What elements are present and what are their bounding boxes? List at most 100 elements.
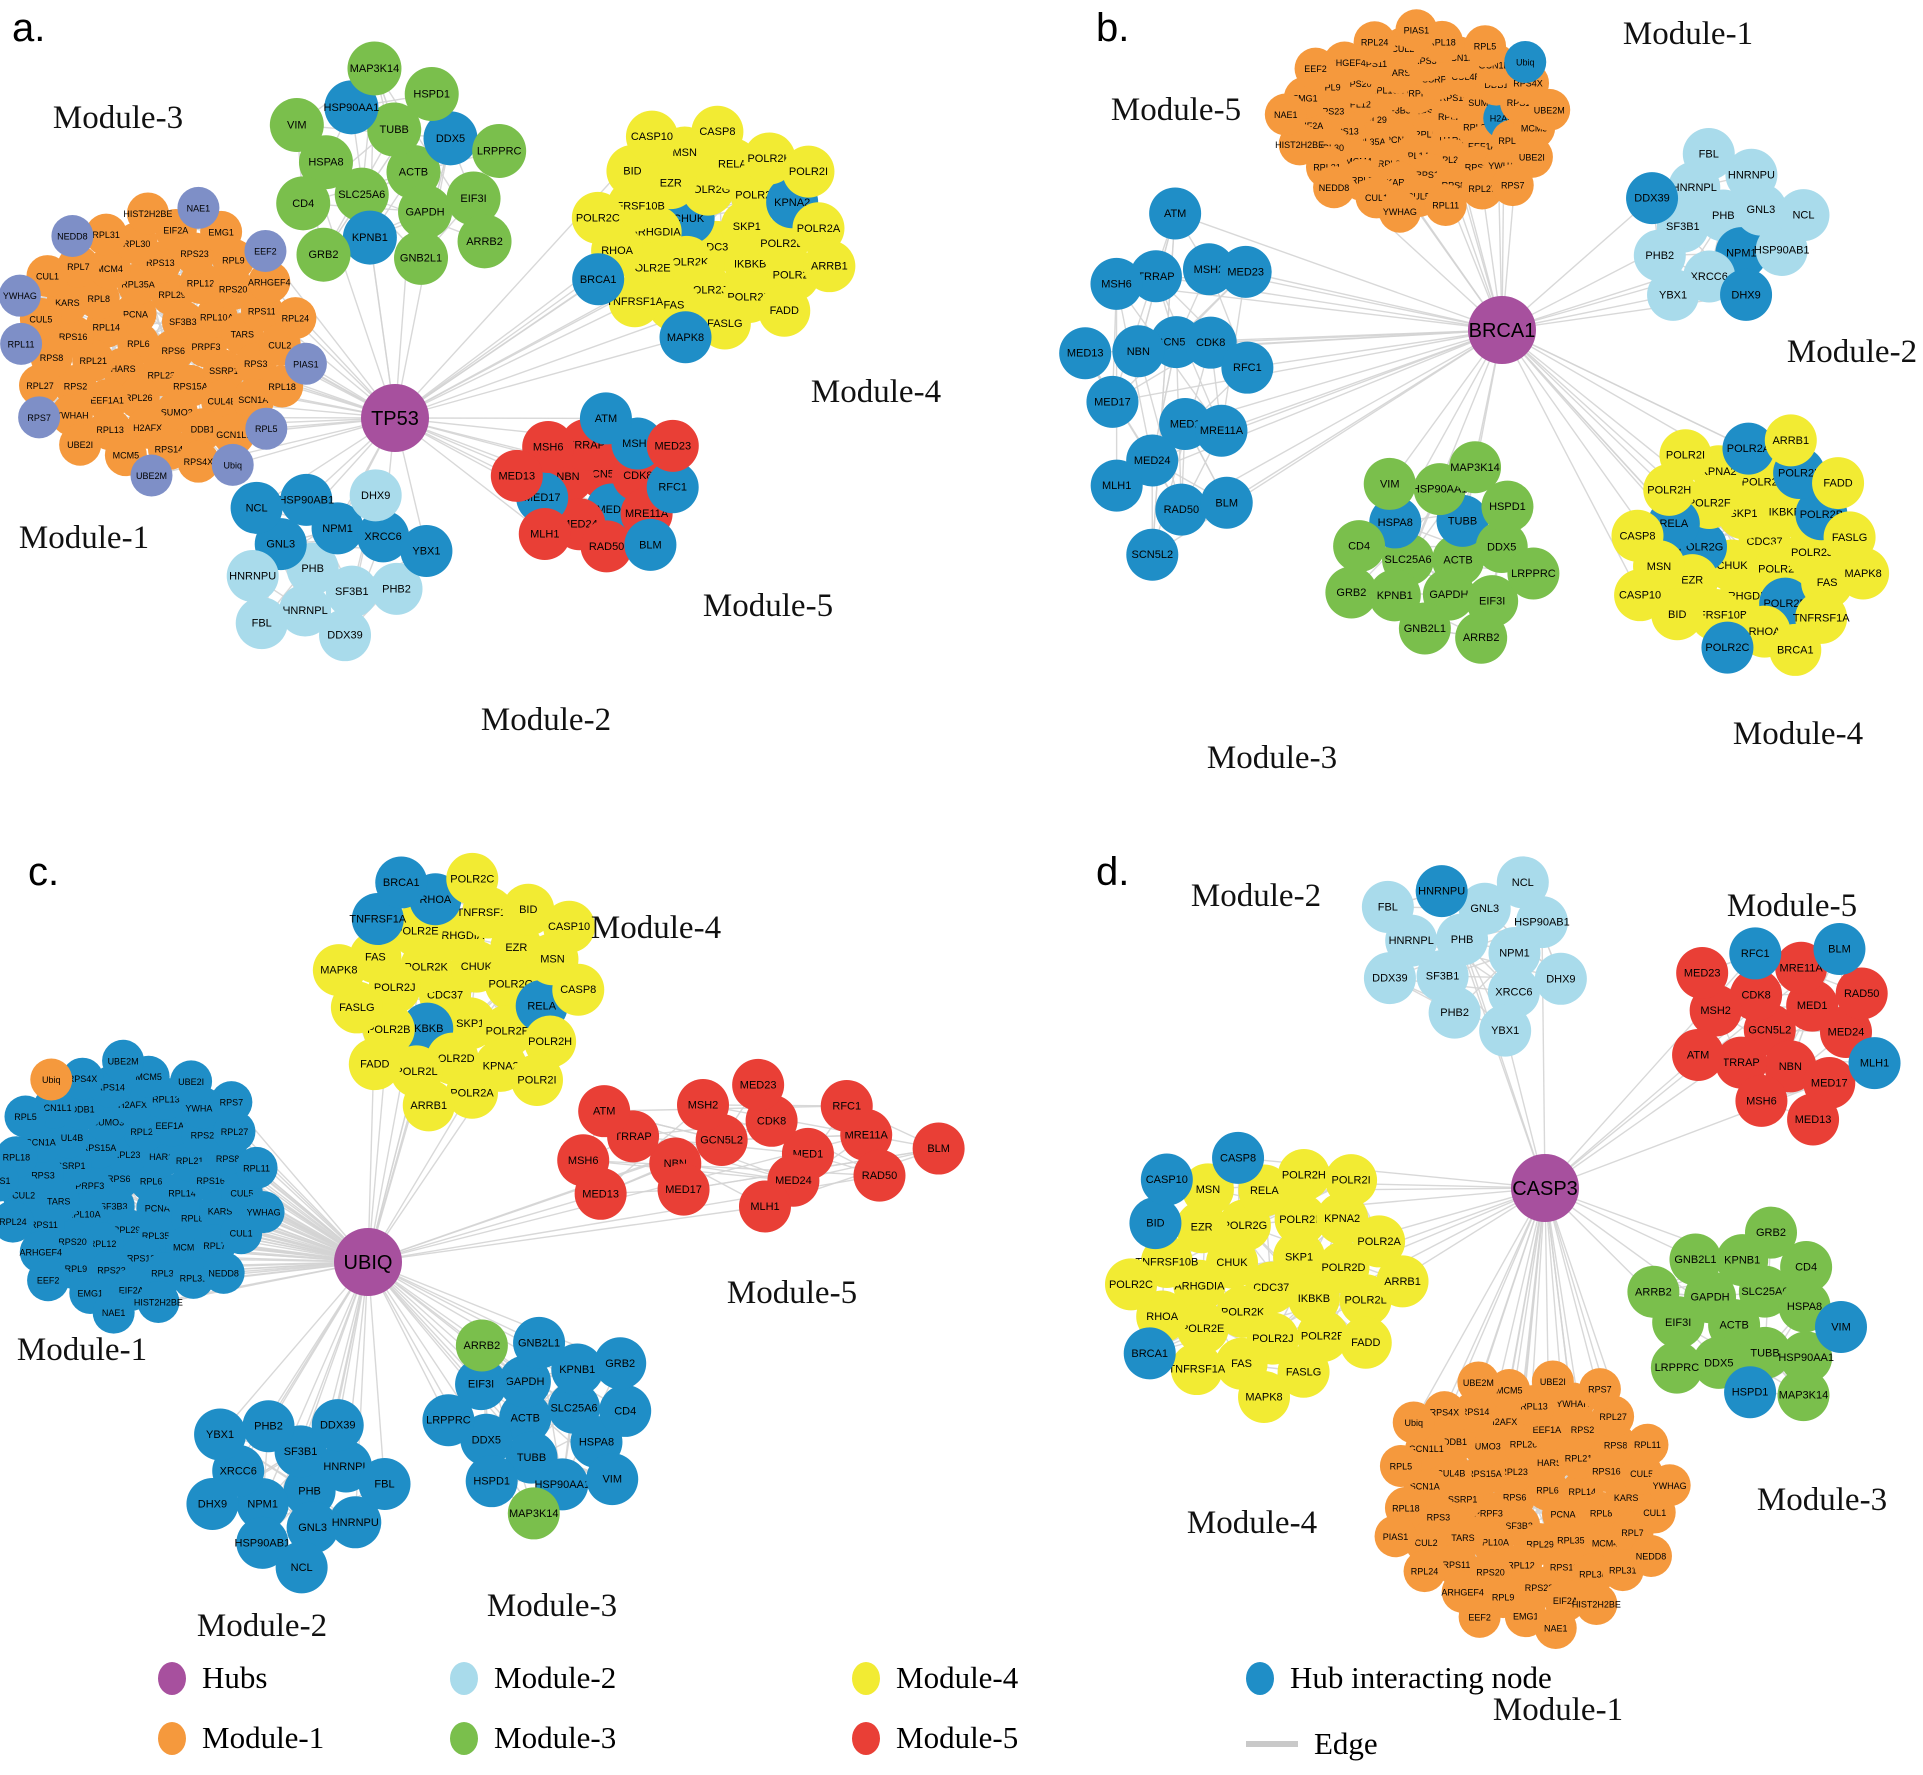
network-node[interactable]: SCN5L2 [1126, 528, 1179, 581]
network-node[interactable]: BLM [1813, 923, 1866, 976]
network-node[interactable]: RPS7 [18, 396, 61, 439]
network-node[interactable]: EIF3I [446, 171, 501, 226]
network-node[interactable]: HSP90AA1 [1778, 1331, 1834, 1384]
network-node[interactable]: EEF2 [1458, 1595, 1501, 1638]
network-node[interactable]: BLM [624, 518, 677, 571]
network-node[interactable]: POLR2I [1659, 429, 1712, 482]
network-node[interactable]: BRCA1 [572, 253, 625, 306]
network-node[interactable]: MSH6 [1090, 257, 1143, 310]
network-node[interactable]: FBL [235, 597, 288, 650]
network-node[interactable]: DDX39 [1626, 172, 1679, 225]
network-node[interactable]: CASP8 [691, 105, 744, 158]
network-node[interactable]: POLR2F [1274, 1193, 1327, 1246]
network-node[interactable]: CD4 [1333, 520, 1386, 573]
network-node[interactable]: HNRNPU [1725, 148, 1778, 201]
network-node[interactable]: NBN [1764, 1040, 1817, 1093]
network-node[interactable]: RPL11 [0, 322, 43, 365]
network-node[interactable]: EIF3I [455, 1358, 508, 1411]
hub-node[interactable]: CASP3 [1511, 1154, 1579, 1222]
network-node[interactable]: DDX39 [1363, 952, 1416, 1005]
network-node[interactable]: CASP10 [625, 110, 678, 163]
network-node[interactable]: DHX9 [1720, 268, 1773, 321]
network-node[interactable]: VIM [586, 1453, 639, 1506]
network-node[interactable]: HSP90AA1 [324, 80, 380, 135]
network-node[interactable]: DHX9 [186, 1477, 239, 1530]
network-node[interactable]: DHX9 [349, 469, 402, 522]
network-node[interactable]: LRPPRC [422, 1394, 475, 1447]
network-node[interactable]: RAD50 [853, 1149, 906, 1202]
network-node[interactable]: POLR2E [1176, 1302, 1229, 1355]
network-node[interactable]: RPL5 [1464, 25, 1507, 68]
network-node[interactable]: MRE11A [1195, 404, 1248, 457]
network-node[interactable]: HNRNPU [1415, 865, 1468, 918]
network-node[interactable]: ARRB1 [402, 1079, 455, 1132]
network-node[interactable]: CASP8 [552, 963, 605, 1016]
network-node[interactable]: CASP10 [543, 900, 596, 953]
network-node[interactable]: GNB2L1 [513, 1316, 566, 1369]
network-node[interactable]: GRB2 [594, 1337, 647, 1390]
network-node[interactable]: RPL27 [19, 364, 62, 407]
network-node[interactable]: CD4 [599, 1384, 652, 1437]
network-node[interactable]: CD4 [1780, 1241, 1833, 1294]
network-node[interactable]: ARRB2 [1627, 1265, 1680, 1318]
network-node[interactable]: MAPK8 [312, 944, 365, 997]
network-node[interactable]: PHB2 [1633, 229, 1686, 282]
network-node[interactable]: RPL11 [1626, 1423, 1669, 1466]
network-node[interactable]: GNL3 [286, 1501, 339, 1554]
network-node[interactable]: YBX1 [1647, 268, 1700, 321]
network-node[interactable]: GRB2 [296, 227, 351, 282]
network-node[interactable]: PIAS1 [0, 1159, 19, 1202]
network-node[interactable]: YBX1 [400, 524, 453, 577]
network-node[interactable]: NEDD8 [51, 215, 94, 258]
network-node[interactable]: ATM [1149, 187, 1202, 240]
network-node[interactable]: DDX5 [423, 111, 478, 166]
network-node[interactable]: RAD50 [1155, 483, 1208, 536]
network-node[interactable]: Ubiq [30, 1058, 73, 1101]
network-node[interactable]: TUBB [367, 102, 422, 157]
network-node[interactable]: YWHAG [1378, 190, 1421, 233]
network-node[interactable]: BID [502, 883, 555, 936]
network-node[interactable]: FASLG [698, 297, 751, 350]
network-node[interactable]: DDX39 [311, 1399, 364, 1452]
network-node[interactable]: GNL3 [1458, 882, 1511, 935]
network-node[interactable]: MAPK8 [1238, 1371, 1291, 1424]
network-node[interactable]: HIST2H2BE [123, 192, 172, 235]
network-node[interactable]: LRPPRC [472, 123, 527, 178]
network-node[interactable]: MSH6 [1735, 1074, 1788, 1127]
network-node[interactable]: HSP90AB1 [235, 1516, 291, 1569]
network-node[interactable]: BLM [1200, 476, 1253, 529]
network-node[interactable]: VIM [269, 98, 324, 153]
network-node[interactable]: PIAS1 [1395, 9, 1438, 52]
network-node[interactable]: HSPD1 [404, 66, 459, 121]
network-node[interactable]: RPL24 [274, 297, 317, 340]
network-node[interactable]: HSPD1 [1724, 1366, 1777, 1419]
network-node[interactable]: FBL [1682, 127, 1735, 180]
network-node[interactable]: BRCA1 [375, 856, 428, 909]
network-node[interactable]: TRRAP [1129, 250, 1182, 303]
network-node[interactable]: HSPD1 [465, 1455, 518, 1508]
network-node[interactable]: RPL5 [245, 407, 288, 450]
network-node[interactable]: UBE2M [102, 1039, 145, 1082]
network-node[interactable]: CASP10 [1140, 1153, 1193, 1206]
network-node[interactable]: MSH2 [677, 1078, 730, 1131]
network-node[interactable]: UBE2M [1457, 1361, 1500, 1404]
network-node[interactable]: MLH1 [1848, 1037, 1901, 1090]
network-node[interactable]: CDK8 [1730, 969, 1783, 1022]
network-node[interactable]: UBE2I [170, 1060, 213, 1103]
network-node[interactable]: RFC1 [1729, 927, 1782, 980]
network-node[interactable]: POLR2H [1277, 1149, 1330, 1202]
network-node[interactable]: MAP3K14 [1449, 441, 1502, 494]
network-node[interactable]: HIST2H2BE [134, 1280, 183, 1323]
network-node[interactable]: HSP90AB1 [278, 473, 334, 526]
network-node[interactable]: MED13 [490, 449, 543, 502]
network-node[interactable]: NCL [275, 1541, 328, 1594]
network-node[interactable]: BLM [912, 1122, 965, 1175]
network-node[interactable]: POLR2A [1353, 1215, 1406, 1268]
network-node[interactable]: ARRB1 [803, 240, 856, 293]
network-node[interactable]: NEDD8 [1313, 166, 1356, 209]
network-node[interactable]: MAP3K14 [1777, 1369, 1830, 1422]
network-node[interactable]: KPNB1 [551, 1343, 604, 1396]
network-node[interactable]: ARRB2 [455, 1319, 508, 1372]
network-node[interactable]: CASP8 [1212, 1131, 1265, 1184]
network-node[interactable]: UBE2I [1531, 1360, 1574, 1403]
